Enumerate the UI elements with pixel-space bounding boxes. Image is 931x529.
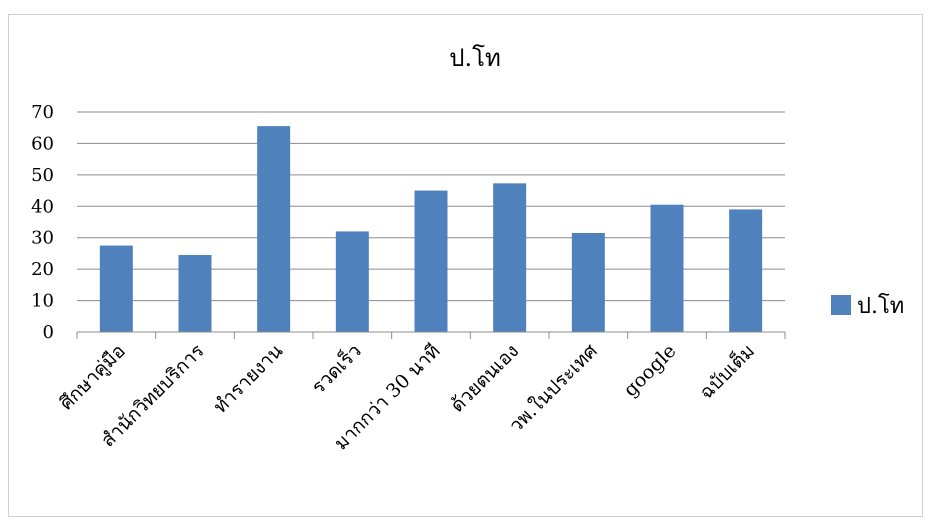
bar	[335, 231, 369, 332]
chart-border	[8, 14, 923, 517]
legend-label: ป.โท	[857, 293, 904, 319]
y-tick-label: 10	[31, 291, 54, 312]
y-tick-label: 70	[31, 102, 54, 123]
bar	[650, 204, 684, 332]
y-tick-label: 40	[31, 196, 54, 217]
axes	[76, 331, 786, 339]
bar	[571, 233, 605, 332]
bar	[493, 183, 527, 332]
bar	[257, 126, 291, 333]
bar	[729, 209, 763, 332]
legend-swatch	[831, 295, 851, 315]
y-tick-label: 50	[31, 165, 54, 186]
y-tick-label: 30	[31, 228, 54, 249]
y-tick-label: 60	[31, 133, 54, 154]
bar	[178, 255, 212, 332]
bars	[99, 126, 763, 333]
y-tick-label: 0	[43, 322, 54, 343]
bar	[414, 190, 448, 332]
y-tick-label: 20	[31, 259, 54, 280]
chart-title: ป.โท	[449, 44, 501, 72]
bar	[99, 245, 133, 332]
legend: ป.โท	[831, 293, 904, 319]
